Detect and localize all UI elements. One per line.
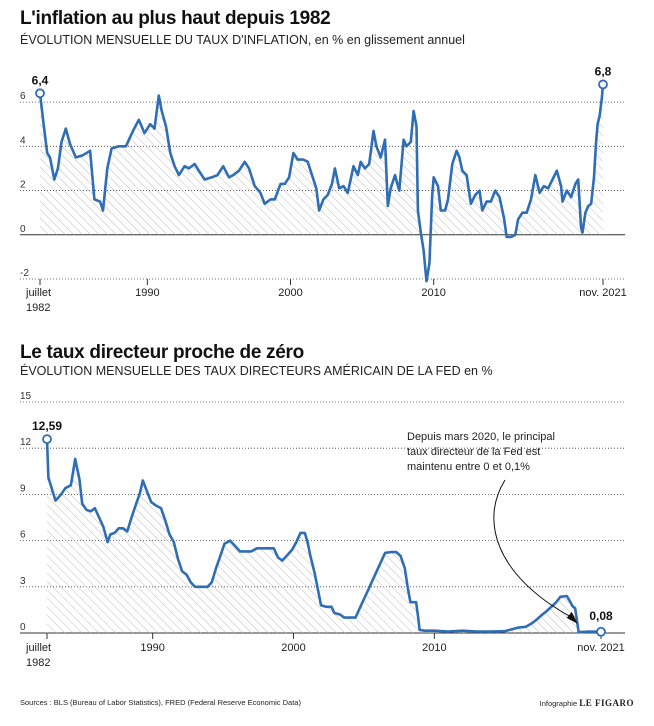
rate-ytick-label: 3 [20,576,26,587]
rate-plot: 0 3 6 9 12 15 juillet 1982 1990 2000 2010 nov. 2021… [20,391,625,669]
inflation-area [40,84,603,235]
rate-ytick-label: 6 [20,530,26,541]
inflation-plot: -2 0 2 4 6 juillet 1982 1990 2000 2010 nov. 2021 6,… [20,64,627,314]
rate-series-line [45,437,603,634]
inflation-point-marker [598,79,608,90]
rate-note-line: Depuis mars 2020, le principal [407,431,555,443]
rate-xtick-label: 1982 [26,657,50,669]
rate-note-line: taux directeur de la Fed est [407,446,540,458]
inflation-xtick-label: 1990 [135,287,159,299]
rate-data-label: 0,08 [589,609,613,623]
inflation-ytick-label: 4 [20,135,26,146]
rate-xtick-label: 1990 [140,642,164,654]
inflation-ytick-label: 2 [20,180,26,191]
chart2-subtitle: ÉVOLUTION MENSUELLE DES TAUX DIRECTEURS … [20,364,493,378]
rate-xtick-label: 2010 [422,642,446,654]
rate-ytick-label: 9 [20,483,26,494]
chart2-title: Le taux directeur proche de zéro [20,342,304,363]
inflation-ytick-label: -2 [20,268,29,279]
inflation-point-marker [35,88,45,99]
rate-point-marker [596,626,606,637]
rate-xtick-label: 2000 [281,642,305,654]
rate-point-marker [42,434,52,445]
rate-ytick-label: 0 [20,622,26,633]
rate-note-line: maintenu entre 0 et 0,1% [407,461,530,473]
rate-data-label: 12,59 [32,419,62,433]
inflation-data-label: 6,8 [595,64,612,78]
chart1-subtitle: ÉVOLUTION MENSUELLE DU TAUX D'INFLATION,… [20,33,465,47]
rate-area [47,439,601,633]
inflation-ytick-label: 6 [20,91,26,102]
inflation-xtick-label: 2010 [421,287,445,299]
credit: Infographie LE FIGARO [540,698,634,708]
inflation-xtick-label: juillet [25,287,51,299]
inflation-xtick-label: 1982 [26,302,50,314]
sources-note: Sources : BLS (Bureau of Labor Statistic… [20,698,301,707]
rate-ytick-label: 15 [20,391,32,402]
inflation-series-line [38,83,605,283]
rate-xtick-label: nov. 2021 [577,642,625,654]
credit-prefix: Infographie [539,699,578,708]
inflation-xtick-label: nov. 2021 [579,287,627,299]
rate-ytick-label: 12 [20,437,32,448]
inflation-ytick-label: 0 [20,224,26,235]
inflation-data-label: 6,4 [32,73,49,87]
rate-xtick-label: juillet [25,642,51,654]
rate-note-arrowhead [566,611,578,624]
rate-note: Depuis mars 2020, le principal taux direc… [407,431,578,624]
inflation-xtick-label: 2000 [278,287,302,299]
brand-logo: LE FIGARO [579,698,634,708]
chart1-title: L'inflation au plus haut depuis 1982 [20,8,331,29]
rate-note-arrow [493,479,571,618]
